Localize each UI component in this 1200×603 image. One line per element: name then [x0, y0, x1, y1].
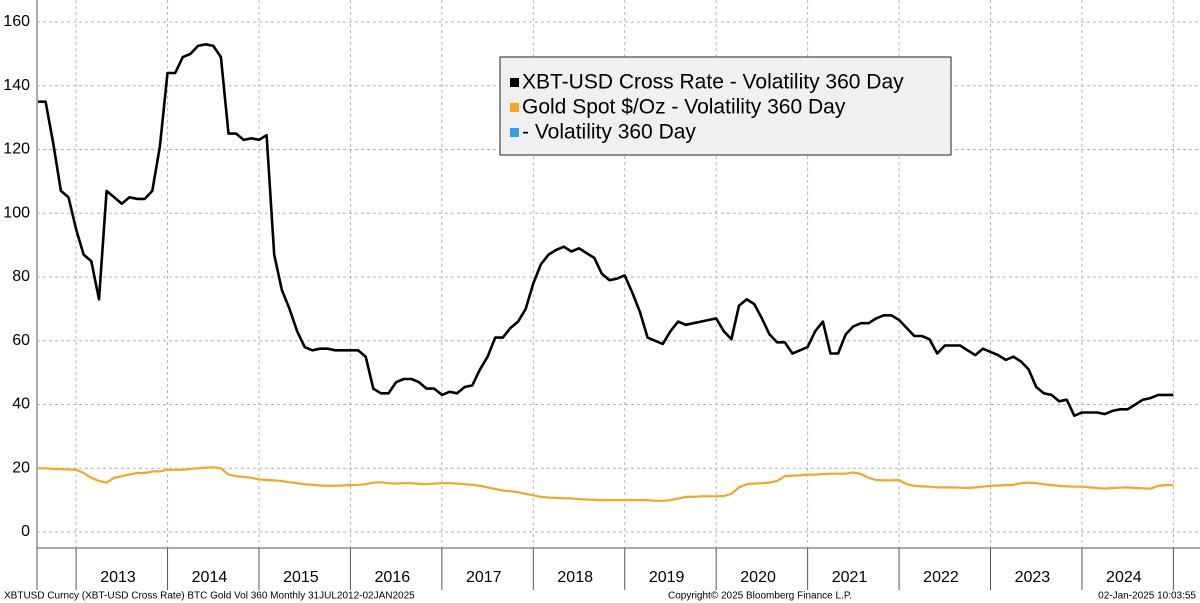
x-tick-label: 2023: [1015, 569, 1051, 586]
legend-swatch: [510, 128, 519, 137]
x-tick-label: 2014: [192, 569, 228, 586]
legend-swatch: [510, 103, 519, 112]
y-tick-label: 140: [3, 77, 30, 94]
x-tick-label: 2015: [283, 569, 319, 586]
y-tick-label: 160: [3, 13, 30, 30]
x-tick-label: 2024: [1106, 569, 1142, 586]
y-tick-label: 20: [12, 459, 30, 476]
y-tick-label: 0: [21, 523, 30, 540]
x-tick-label: 2016: [375, 569, 411, 586]
x-tick-label: 2018: [557, 569, 593, 586]
y-tick-label: 60: [12, 332, 30, 349]
x-tick-label: 2013: [100, 569, 136, 586]
legend-swatch: [510, 78, 519, 87]
x-tick-label: 2020: [740, 569, 776, 586]
footer-right: 02-Jan-2025 10:03:55: [1098, 591, 1196, 602]
legend-label: - Volatility 360 Day: [522, 121, 696, 144]
y-tick-label: 120: [3, 141, 30, 158]
x-tick-label: 2022: [923, 569, 959, 586]
legend: XBT-USD Cross Rate - Volatility 360 DayG…: [499, 56, 952, 156]
y-tick-label: 100: [3, 204, 30, 221]
legend-label: Gold Spot $/Oz - Volatility 360 Day: [522, 96, 846, 119]
y-tick-label: 40: [12, 396, 30, 413]
footer-left: XBTUSD Curncy (XBT-USD Cross Rate) BTC G…: [4, 591, 415, 602]
legend-label: XBT-USD Cross Rate - Volatility 360 Day: [522, 71, 904, 94]
series-line: [38, 43, 1174, 417]
x-tick-label: 2019: [649, 569, 685, 586]
x-tick-label: 2021: [832, 569, 868, 586]
footer-center: Copyright© 2025 Bloomberg Finance L.P.: [668, 591, 852, 602]
y-tick-label: 80: [12, 268, 30, 285]
series-line: [38, 466, 1174, 502]
legend-box: [499, 56, 952, 156]
x-tick-label: 2017: [466, 569, 502, 586]
